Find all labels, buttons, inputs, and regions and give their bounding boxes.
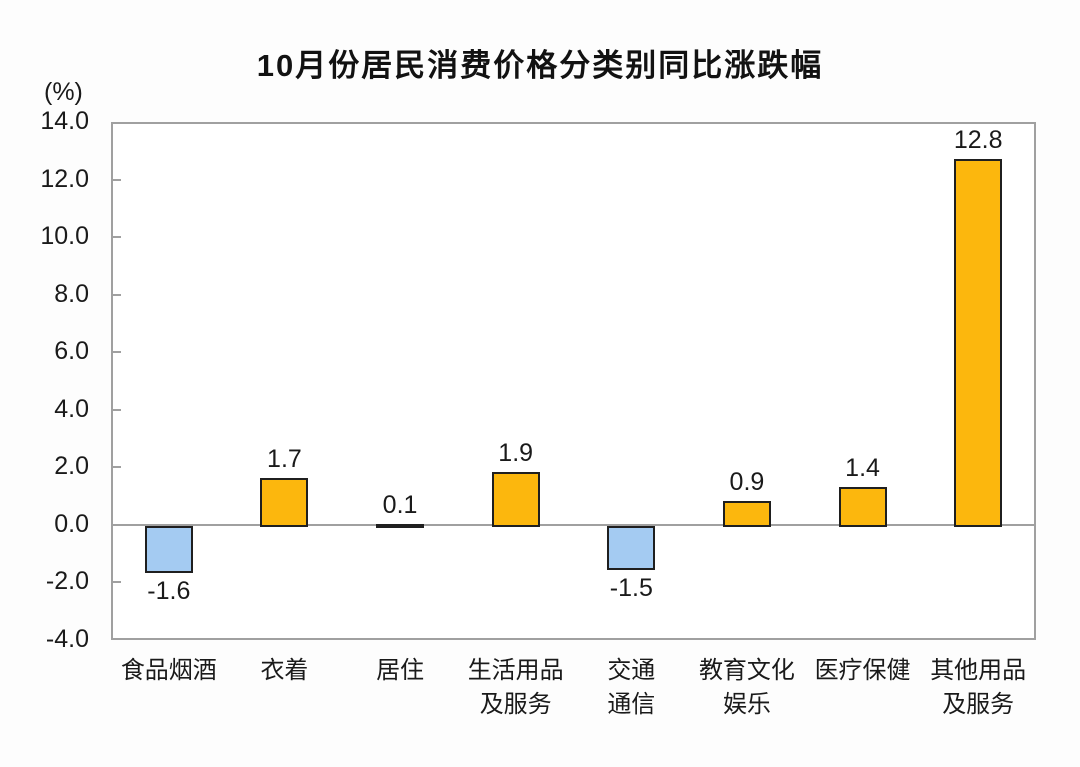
y-tick-label: 12.0: [40, 164, 89, 193]
x-category-label-line: 医疗保健: [814, 657, 911, 684]
x-category-label: 食品烟酒: [111, 654, 227, 688]
y-tick-label: 14.0: [40, 107, 89, 135]
y-tick-label: -2.0: [45, 567, 89, 596]
y-tick-label: 2.0: [54, 452, 89, 481]
x-category-label-line: 及服务: [479, 691, 552, 718]
y-tick-label: 6.0: [54, 337, 89, 366]
x-category-label: 衣着: [227, 654, 343, 688]
y-tick-mark: [113, 293, 121, 296]
x-category-label: 医疗保健: [805, 654, 921, 688]
y-axis-unit-label: (%): [44, 78, 83, 106]
y-tick-mark: [113, 351, 121, 354]
bar-value-label: 0.1: [382, 491, 418, 519]
chart-title: 10月份居民消费价格分类别同比涨跌幅: [256, 48, 824, 83]
x-category-label: 其他用品 及服务: [920, 654, 1036, 722]
x-category-label: 教育文化 娱乐: [689, 654, 805, 722]
bar-居住: [376, 524, 425, 528]
x-category-label-line: 教育文化: [698, 657, 795, 684]
x-category-label-line: 及服务: [942, 691, 1015, 718]
x-category-label-line: 生活用品: [467, 657, 564, 684]
y-tick-mark: [113, 236, 121, 239]
y-tick-mark: [113, 408, 121, 411]
zero-baseline: [113, 523, 1034, 526]
bar-生活用品及服务: [491, 472, 540, 527]
y-tick-mark: [113, 581, 121, 584]
x-category-label-line: 其他用品: [930, 657, 1027, 684]
bar-交通通信: [607, 525, 656, 571]
bar-衣着: [260, 477, 309, 527]
y-tick-label: 8.0: [54, 279, 89, 308]
x-category-label: 交通 通信: [574, 654, 690, 722]
y-tick-label: 4.0: [54, 394, 89, 423]
bar-value-label: 0.9: [729, 467, 765, 496]
y-tick-mark: [113, 178, 121, 181]
plot-area: -1.6 1.7 0.1 1.9 -1.5 0.9 1.4 12.8: [111, 122, 1036, 640]
x-category-label-line: 食品烟酒: [120, 657, 217, 684]
bar-医疗保健: [838, 486, 887, 527]
x-category-label-line: 通信: [607, 691, 656, 718]
bar-value-label: 1.9: [498, 439, 534, 468]
bar-食品烟酒: [144, 525, 193, 573]
y-tick-label: 10.0: [40, 222, 89, 251]
bar-value-label: -1.6: [147, 576, 191, 605]
x-category-label-line: 娱乐: [722, 691, 771, 718]
bar-教育文化娱乐: [722, 500, 771, 527]
bar-value-label: 12.8: [953, 125, 1003, 154]
y-tick-label: 0.0: [54, 509, 89, 538]
bar-value-label: -1.5: [609, 574, 653, 603]
bar-value-label: 1.4: [845, 453, 880, 482]
bar-其他用品及服务: [954, 158, 1003, 527]
x-category-label-line: 衣着: [260, 657, 309, 684]
x-category-label-line: 交通: [607, 657, 656, 684]
x-category-label: 居住: [342, 654, 458, 688]
x-category-label: 生活用品 及服务: [458, 654, 574, 722]
x-category-label-line: 居住: [376, 657, 425, 684]
y-tick-mark: [113, 466, 121, 469]
bar-value-label: 1.7: [267, 444, 302, 473]
y-tick-label: -4.0: [45, 625, 89, 653]
